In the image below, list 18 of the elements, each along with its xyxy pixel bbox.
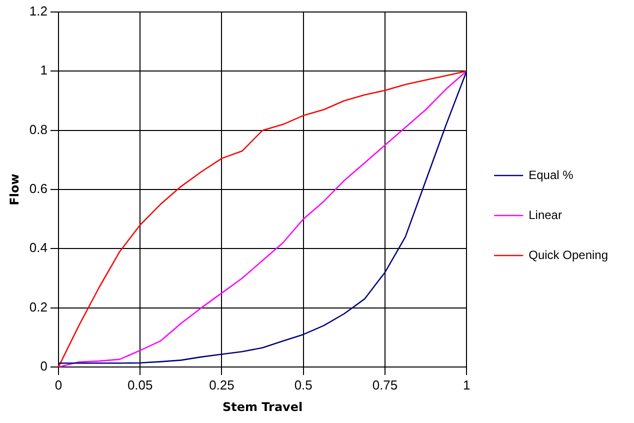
- legend-label: Quick Opening: [528, 248, 608, 262]
- y-tick-label: 0.4: [29, 240, 48, 256]
- y-tick-label: 1: [40, 62, 48, 78]
- x-tick-label: 1: [463, 377, 470, 392]
- legend-label: Equal %: [528, 168, 574, 182]
- x-tick-label: 0.5: [294, 377, 312, 392]
- y-axis-title: Flow: [7, 174, 22, 206]
- y-tick-label: 0.6: [29, 181, 48, 196]
- y-tick-label: 1.2: [29, 4, 48, 19]
- y-tick-label: 0.8: [29, 122, 48, 137]
- y-tick-label: 0.2: [29, 299, 48, 314]
- x-tick-label: 0: [54, 377, 62, 392]
- x-axis-title: Stem Travel: [222, 400, 303, 414]
- y-tick-label: 0: [40, 358, 48, 374]
- x-tick-label: 0.05: [127, 377, 153, 392]
- legend-label: Linear: [528, 208, 562, 222]
- x-tick-label: 0.75: [372, 377, 398, 392]
- x-tick-label: 0.25: [209, 377, 234, 392]
